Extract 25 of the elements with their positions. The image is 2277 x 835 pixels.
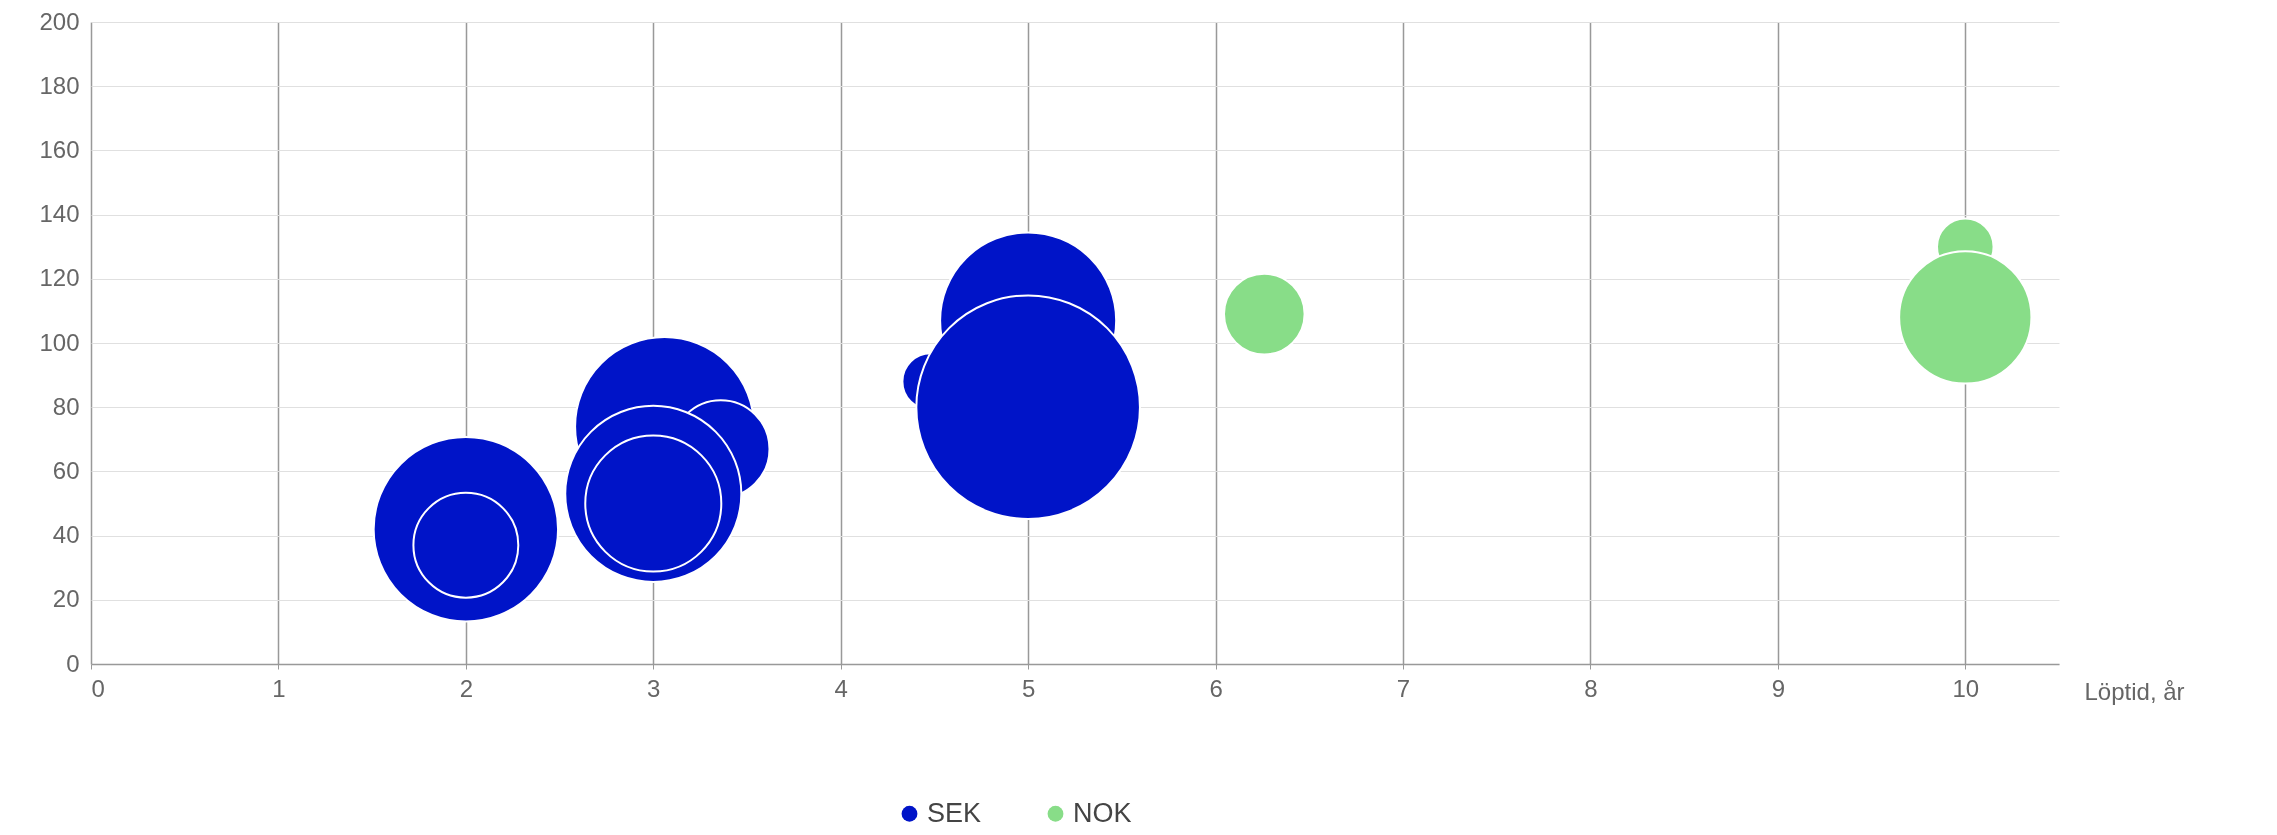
x-tick-label: 5 — [1021, 674, 1036, 702]
x-tick-label: 8 — [1584, 674, 1598, 702]
y-tick-label: 200 — [39, 7, 80, 35]
x-tick-label: 1 — [272, 674, 286, 702]
x-tick-label: 9 — [1771, 674, 1786, 702]
y-tick-label: 60 — [52, 456, 80, 484]
legend-label: SEK — [927, 797, 982, 828]
y-tick-label: 100 — [39, 328, 80, 356]
legend-label: NOK — [1073, 797, 1132, 828]
y-tick-label: 120 — [39, 264, 80, 292]
x-tick-label: 10 — [1952, 674, 1980, 702]
x-tick-label: 7 — [1396, 674, 1411, 702]
y-tick-label: 0 — [66, 649, 80, 677]
x-axis-title: Löptid, år — [2084, 677, 2185, 705]
y-tick-label: 140 — [39, 200, 80, 228]
y-tick-label: 160 — [39, 135, 80, 163]
y-tick-label: 40 — [52, 521, 80, 549]
y-tick-label: 180 — [39, 71, 80, 99]
y-tick-label: 20 — [52, 585, 80, 613]
x-tick-label: 3 — [647, 674, 661, 702]
x-tick-label: 4 — [834, 674, 848, 702]
x-tick-label: 0 — [91, 674, 105, 702]
x-tick-label: 2 — [459, 674, 474, 702]
y-tick-label: 80 — [52, 392, 80, 420]
x-tick-label: 6 — [1209, 674, 1223, 702]
